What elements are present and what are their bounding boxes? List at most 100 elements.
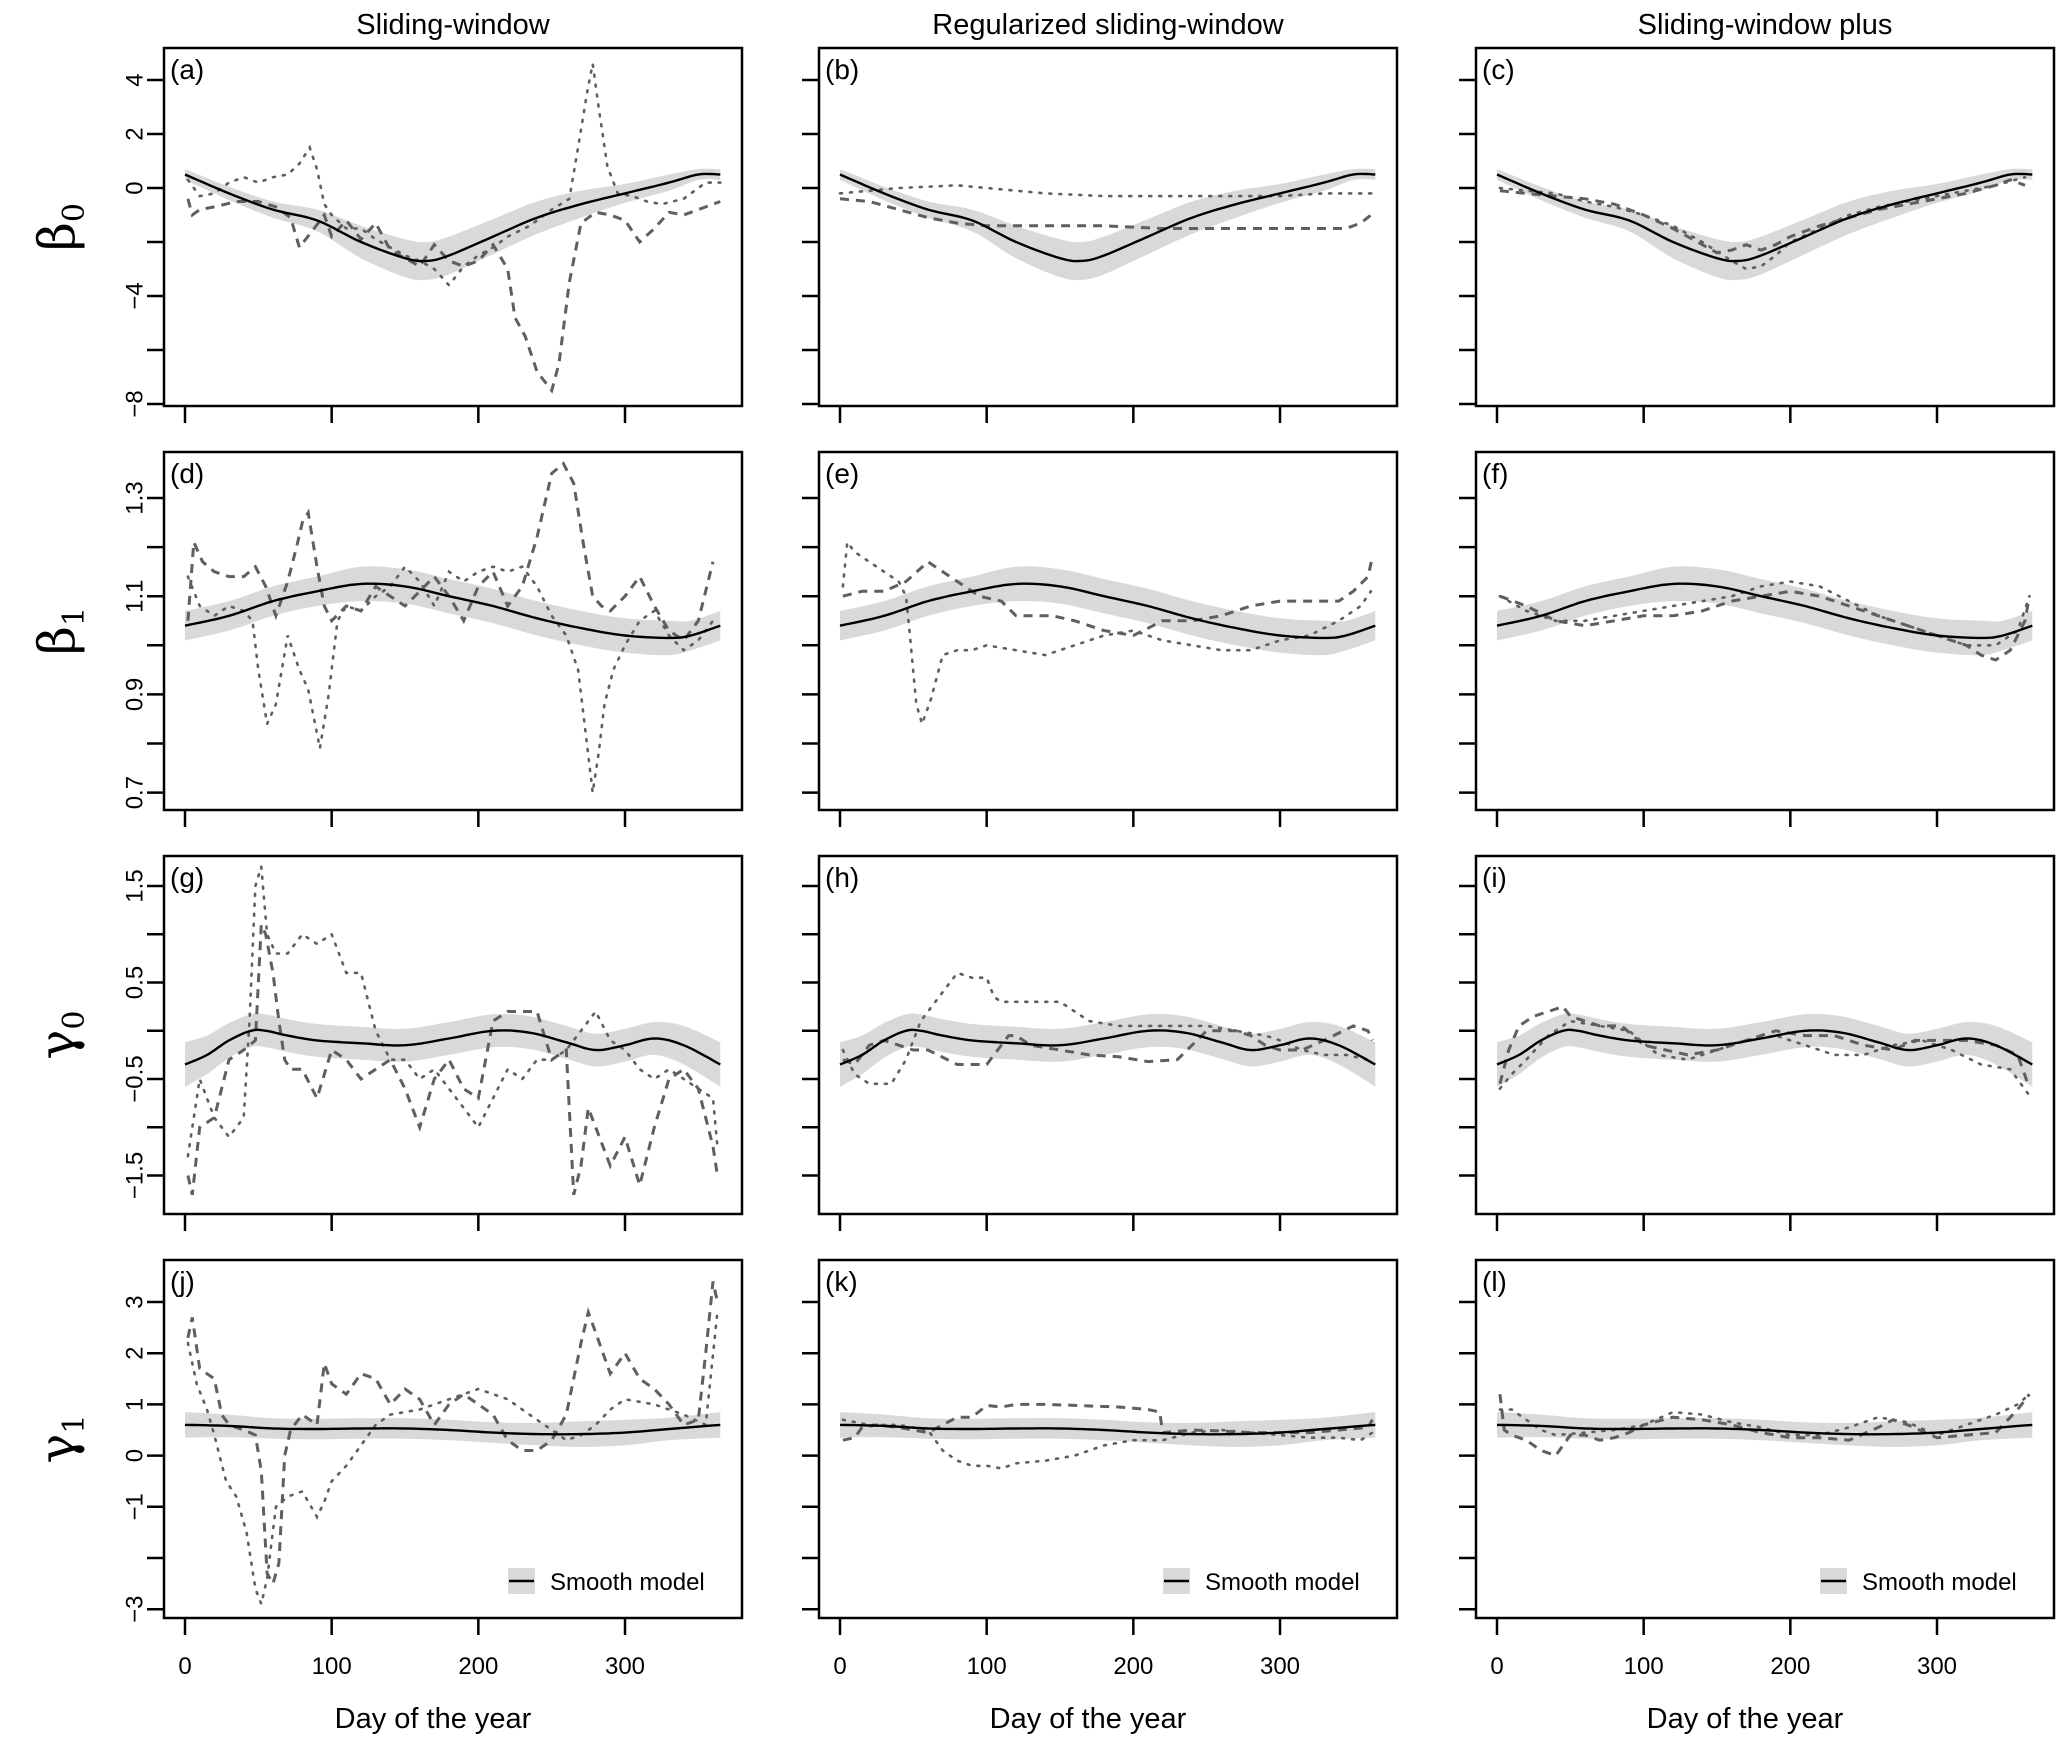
plot-frame: [817, 854, 1399, 1216]
y-tick-label: 1: [121, 1398, 148, 1411]
dashed-series-line: [186, 198, 721, 394]
smooth-model-line: [840, 1423, 1376, 1436]
plot-frame: [1474, 46, 2056, 408]
dashed-series-line: [1498, 1004, 2030, 1085]
panel-label: (b): [825, 54, 859, 85]
column-title: Sliding-window plus: [1638, 9, 1893, 41]
legend-label: Smooth model: [550, 1569, 705, 1596]
y-tick-label: −1.5: [121, 1152, 148, 1199]
dotted-series-line: [1498, 175, 2027, 271]
confidence-band: [1497, 566, 2033, 656]
panel-label: (j): [170, 1266, 195, 1297]
plot-frame: [162, 854, 744, 1216]
dashed-series-line: [1498, 1393, 2031, 1458]
x-tick-label: 100: [1624, 1653, 1664, 1680]
panel-j: 3 2 1 0 −1 −3 0 100 200 300 (j) Smooth model Day of …: [121, 1258, 744, 1735]
plot-frame: [1474, 854, 2056, 1216]
x-tick-label: 300: [1260, 1653, 1300, 1680]
x-tick-label: 100: [967, 1653, 1007, 1680]
smooth-model-line: [184, 1028, 721, 1066]
panel-label: (g): [170, 862, 204, 893]
dashed-series-line: [186, 923, 719, 1196]
smooth-model-line: [184, 582, 721, 640]
smooth-model-line: [184, 172, 721, 263]
confidence-band: [840, 566, 1376, 656]
panel-i: (i): [1459, 854, 2056, 1231]
x-tick-label: 0: [833, 1653, 846, 1680]
panel-label: (l): [1482, 1266, 1507, 1297]
x-tick-label: 300: [605, 1653, 645, 1680]
y-tick-label: 0.7: [121, 776, 148, 809]
dotted-series-line: [841, 1418, 1374, 1470]
x-tick-label: 200: [1770, 1653, 1810, 1680]
y-tick-label: 0.9: [121, 678, 148, 711]
smooth-model-line: [1496, 1028, 2033, 1066]
x-tick-label: 100: [312, 1653, 352, 1680]
y-tick-label: 1.5: [121, 869, 148, 902]
x-axis-title: Day of the year: [335, 1703, 532, 1735]
y-tick-label: 2: [121, 127, 148, 140]
smooth-model-line: [839, 1028, 1376, 1066]
panel-d: 1.3 1.1 0.9 0.7 (d): [121, 450, 744, 827]
y-tick-label: 1.1: [121, 580, 148, 613]
y-tick-label: −4: [121, 282, 148, 309]
x-tick-label: 0: [178, 1653, 191, 1680]
y-tick-label: −0.5: [121, 1055, 148, 1102]
smooth-model-line: [1496, 172, 2033, 263]
plot-frame: [1474, 1258, 2056, 1620]
y-tick-label: 2: [121, 1347, 148, 1360]
confidence-band: [185, 1013, 721, 1087]
panel-h: (h): [802, 854, 1399, 1231]
x-tick-label: 300: [1917, 1653, 1957, 1680]
dashed-series-line: [186, 1281, 719, 1588]
y-tick-label: 3: [121, 1295, 148, 1308]
smooth-model-line: [839, 582, 1376, 640]
panel-f: (f): [1459, 450, 2056, 827]
plot-frame: [817, 46, 1399, 408]
y-tick-label: −3: [121, 1596, 148, 1623]
panel-c: (c): [1459, 46, 2056, 423]
column-title: Sliding-window: [356, 9, 550, 41]
panel-g: 1.5 0.5 −0.5 −1.5 (g): [121, 854, 744, 1231]
confidence-band: [1497, 168, 2033, 281]
legend-label: Smooth model: [1205, 1569, 1360, 1596]
panel-label: (c): [1482, 54, 1515, 85]
panel-k: 0 100 200 300 (k) Smooth model Day of the year: [802, 1258, 1399, 1735]
panel-b: (b): [802, 46, 1399, 423]
x-tick-label: 200: [1113, 1653, 1153, 1680]
plot-frame: [162, 1258, 744, 1620]
dashed-series-line: [1499, 178, 2026, 255]
x-tick-label: 0: [1490, 1653, 1503, 1680]
dotted-series-line: [186, 564, 715, 793]
y-tick-label: 4: [121, 73, 148, 86]
plot-frame: [162, 450, 744, 812]
confidence-band: [840, 1013, 1376, 1087]
column-title: Regularized sliding-window: [932, 9, 1284, 41]
panel-label: (f): [1482, 458, 1508, 489]
panel-label: (i): [1482, 862, 1507, 893]
smooth-model-line: [839, 172, 1376, 263]
plot-frame: [1474, 450, 2056, 812]
dotted-series-line: [1498, 1019, 2030, 1095]
dotted-series-line: [1498, 580, 2031, 647]
panel-label: (d): [170, 458, 204, 489]
panel-label: (h): [825, 862, 859, 893]
x-axis-title: Day of the year: [1647, 1703, 1844, 1735]
y-tick-label: 0: [121, 181, 148, 194]
y-tick-label: −1: [121, 1493, 148, 1520]
x-axis-title: Day of the year: [990, 1703, 1187, 1735]
row-label: γ1: [28, 1415, 92, 1464]
y-tick-label: 0.5: [121, 966, 148, 999]
plot-frame: [162, 46, 744, 408]
row-label: β1: [28, 607, 92, 655]
confidence-band: [840, 168, 1376, 281]
panel-label: (e): [825, 458, 859, 489]
dotted-series-line: [838, 183, 1377, 198]
y-tick-label: 0: [121, 1449, 148, 1462]
panel-label: (a): [170, 54, 204, 85]
smooth-model-line: [185, 1423, 721, 1436]
y-tick-label: −8: [121, 390, 148, 417]
smooth-model-line: [1496, 582, 2033, 640]
confidence-band: [185, 566, 721, 656]
